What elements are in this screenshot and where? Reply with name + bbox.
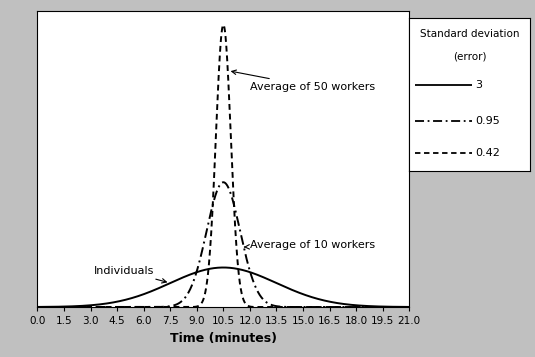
Text: 0.42: 0.42 — [476, 148, 500, 158]
Text: Average of 10 workers: Average of 10 workers — [244, 240, 375, 250]
Text: Individuals: Individuals — [94, 266, 166, 283]
Text: Average of 50 workers: Average of 50 workers — [232, 70, 375, 92]
Text: (error): (error) — [453, 52, 486, 62]
Text: 3: 3 — [476, 80, 483, 90]
Text: Standard deviation: Standard deviation — [420, 29, 519, 39]
Text: 0.95: 0.95 — [476, 116, 500, 126]
X-axis label: Time (minutes): Time (minutes) — [170, 332, 277, 345]
